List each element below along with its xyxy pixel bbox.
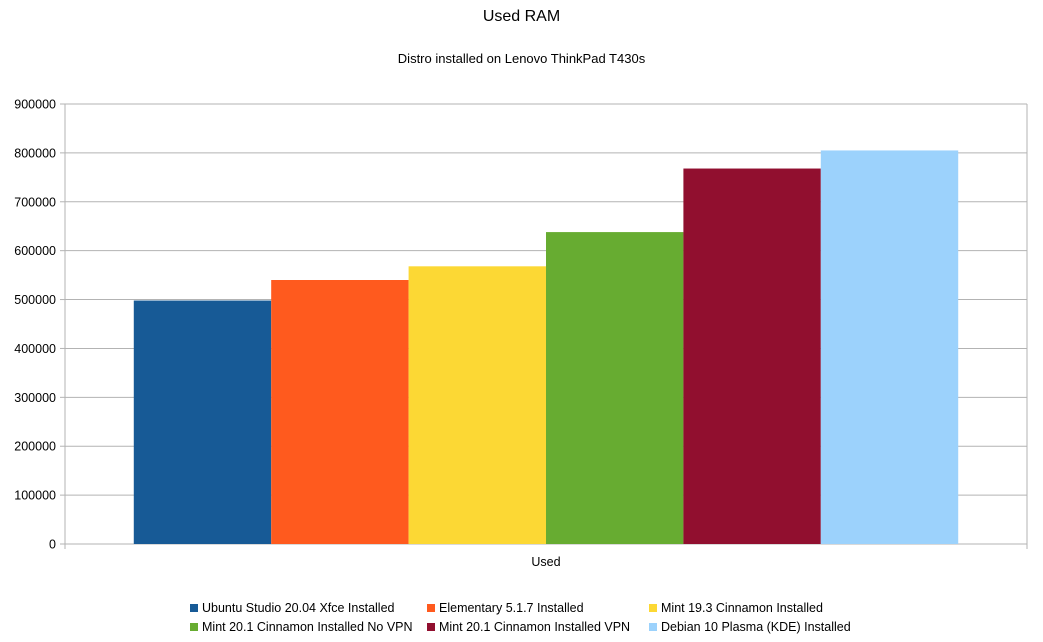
legend-item: Mint 20.1 Cinnamon Installed No VPN [190,620,413,634]
y-tick-label: 600000 [14,244,56,258]
bar [408,266,546,544]
legend-label: Elementary 5.1.7 Installed [439,601,584,615]
plot-area: 0 100000 200000 300000 400000 500000 600000 700… [14,98,1028,569]
legend-swatch [190,623,198,631]
bar [271,280,409,544]
y-tick-label: 800000 [14,146,56,160]
legend-item: Mint 19.3 Cinnamon Installed [649,601,823,615]
legend-label: Debian 10 Plasma (KDE) Installed [661,620,851,634]
x-tick-label: Used [531,555,560,569]
bar [820,150,959,544]
legend-swatch [427,604,435,612]
legend-item: Mint 20.1 Cinnamon Installed VPN [427,620,630,634]
bar [683,168,821,545]
legend-item: Ubuntu Studio 20.04 Xfce Installed [190,601,395,615]
legend-swatch [427,623,435,631]
legend-label: Ubuntu Studio 20.04 Xfce Installed [202,601,395,615]
legend-item: Debian 10 Plasma (KDE) Installed [649,620,851,634]
y-tick-label: 500000 [14,293,56,307]
y-tick-label: 200000 [14,440,56,454]
legend-label: Mint 20.1 Cinnamon Installed No VPN [202,620,413,634]
y-tick-label: 0 [49,538,56,552]
y-tick-label: 100000 [14,489,56,503]
legend-swatch [649,604,657,612]
y-tick-label: 300000 [14,391,56,405]
y-tick-label: 700000 [14,195,56,209]
legend-swatch [190,604,198,612]
chart-subtitle: Distro installed on Lenovo ThinkPad T430… [397,51,646,66]
legend-label: Mint 20.1 Cinnamon Installed VPN [439,620,631,634]
bar [133,300,272,544]
legend-item: Elementary 5.1.7 Installed [427,601,584,615]
legend-swatch [649,623,657,631]
y-tick-label: 900000 [14,98,56,112]
y-tick-label: 400000 [14,342,56,356]
bar [546,232,684,545]
chart-title: Used RAM [482,8,561,25]
legend-label: Mint 19.3 Cinnamon Installed [661,601,823,615]
